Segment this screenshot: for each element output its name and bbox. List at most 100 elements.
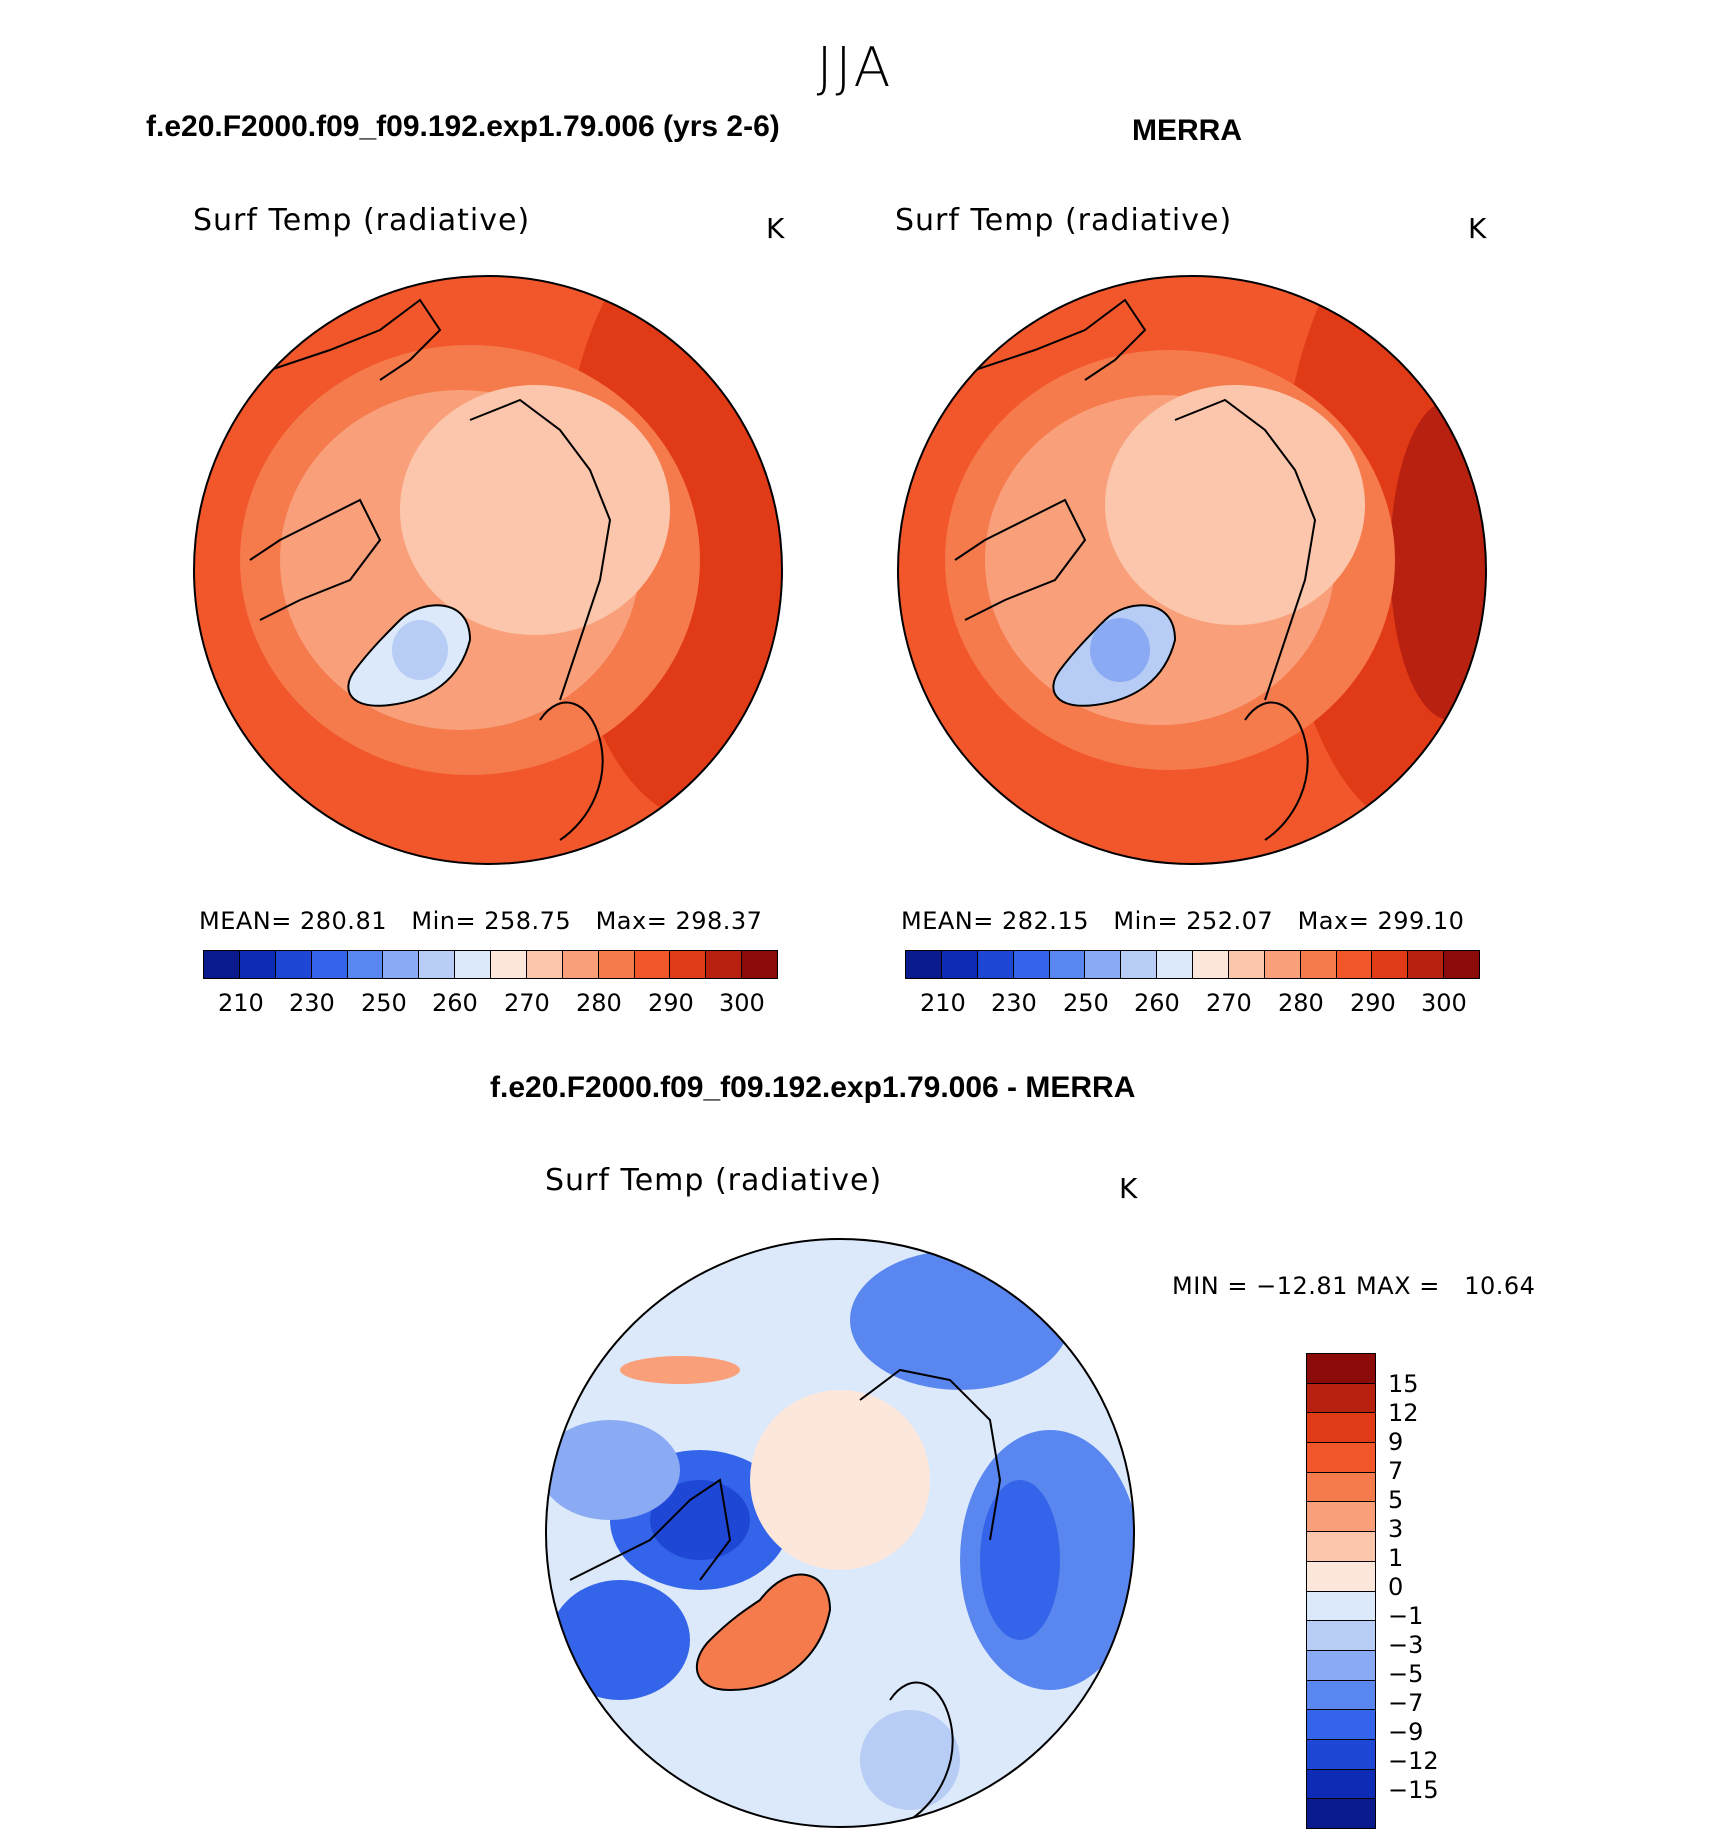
colorbar-swatch bbox=[455, 951, 491, 978]
colorbar-swatch bbox=[347, 951, 384, 978]
model-variable-label: Surf Temp (radiative) bbox=[193, 203, 531, 238]
model-colorbar-ticks: 210 230 250 260 270 280 290 300 bbox=[0, 989, 1710, 1019]
colorbar-label: −15 bbox=[1388, 1776, 1439, 1804]
tick-label: 280 bbox=[576, 989, 622, 1017]
tick-label: 260 bbox=[1134, 989, 1180, 1017]
colorbar-label: −3 bbox=[1388, 1631, 1424, 1659]
map-coastline-eurasia bbox=[229, 298, 442, 391]
tick-label: 260 bbox=[432, 989, 478, 1017]
colorbar-swatch bbox=[1157, 951, 1193, 978]
colorbar-swatch bbox=[1307, 1472, 1375, 1503]
map-coastline-north bbox=[469, 398, 612, 701]
map-region-siberia bbox=[850, 1250, 1070, 1390]
colorbar-label: 7 bbox=[1388, 1457, 1404, 1485]
map-coastline-america bbox=[249, 498, 382, 621]
colorbar-swatch bbox=[598, 951, 635, 978]
obs-colorbar bbox=[905, 950, 1480, 979]
colorbar-label: −12 bbox=[1388, 1747, 1439, 1775]
colorbar-label: −9 bbox=[1388, 1718, 1424, 1746]
diff-colorbar bbox=[1306, 1353, 1376, 1829]
map-boundary bbox=[897, 275, 1487, 865]
tick-label: 290 bbox=[648, 989, 694, 1017]
colorbar-swatch bbox=[1307, 1710, 1375, 1740]
tick-label: 270 bbox=[504, 989, 550, 1017]
diff-case-title: f.e20.F2000.f09_f09.192.exp1.79.006 - ME… bbox=[490, 1071, 1136, 1104]
colorbar-swatch bbox=[1307, 1561, 1375, 1592]
map-coastline-america bbox=[569, 1478, 732, 1581]
colorbar-label: −1 bbox=[1388, 1602, 1424, 1630]
tick-label: 250 bbox=[1063, 989, 1109, 1017]
model-units-label: K bbox=[766, 212, 785, 245]
diff-units-label: K bbox=[1119, 1172, 1138, 1205]
colorbar-swatch bbox=[706, 951, 743, 978]
obs-case-title: MERRA bbox=[1132, 114, 1242, 147]
tick-label: 280 bbox=[1278, 989, 1324, 1017]
tick-label: 210 bbox=[920, 989, 966, 1017]
map-coastline-eurasia bbox=[934, 298, 1147, 391]
model-colorbar bbox=[203, 950, 778, 979]
colorbar-swatch bbox=[419, 951, 456, 978]
map-scandinavia bbox=[889, 1681, 954, 1821]
colorbar-swatch bbox=[634, 951, 671, 978]
colorbar-swatch bbox=[941, 951, 978, 978]
tick-label: 290 bbox=[1350, 989, 1396, 1017]
map-region-west bbox=[546, 1420, 680, 1520]
colorbar-swatch bbox=[1121, 951, 1158, 978]
colorbar-swatch bbox=[1228, 951, 1265, 978]
map-region-canada bbox=[550, 1580, 690, 1700]
colorbar-swatch bbox=[1307, 1621, 1375, 1651]
colorbar-swatch bbox=[1307, 1413, 1375, 1444]
colorbar-swatch bbox=[1049, 951, 1086, 978]
colorbar-swatch bbox=[1336, 951, 1373, 978]
colorbar-swatch bbox=[1307, 1650, 1375, 1681]
map-band-polar bbox=[400, 385, 670, 635]
colorbar-swatch bbox=[1307, 1502, 1375, 1533]
colorbar-swatch bbox=[239, 951, 276, 978]
colorbar-swatch bbox=[1307, 1532, 1375, 1562]
map-boundary bbox=[193, 275, 783, 865]
diff-range-text: MIN = −12.81 MAX = 10.64 bbox=[1172, 1272, 1536, 1300]
tick-label: 300 bbox=[1421, 989, 1467, 1017]
diff-variable-label: Surf Temp (radiative) bbox=[545, 1163, 883, 1198]
colorbar-swatch bbox=[1307, 1739, 1375, 1770]
map-scandinavia bbox=[1244, 701, 1309, 841]
colorbar-label: 15 bbox=[1388, 1370, 1419, 1398]
map-scandinavia bbox=[539, 701, 604, 841]
model-stats-line: MEAN= 280.81 Min= 258.75 Max= 298.37 bbox=[199, 907, 763, 935]
colorbar-swatch bbox=[1307, 1443, 1375, 1473]
colorbar-swatch bbox=[977, 951, 1014, 978]
map-region-siberia-warm bbox=[620, 1356, 740, 1384]
obs-variable-label: Surf Temp (radiative) bbox=[895, 203, 1233, 238]
colorbar-swatch bbox=[670, 951, 707, 978]
colorbar-swatch bbox=[562, 951, 599, 978]
map-region-scandinavia bbox=[860, 1710, 960, 1810]
map-region-archipelago-core bbox=[650, 1480, 750, 1560]
map-band-polar bbox=[1105, 385, 1365, 625]
colorbar-swatch bbox=[742, 951, 777, 978]
colorbar-swatch bbox=[1307, 1799, 1375, 1828]
season-title: JJA bbox=[816, 36, 894, 99]
tick-label: 230 bbox=[289, 989, 335, 1017]
map-greenland-warm bbox=[695, 1573, 832, 1692]
colorbar-label: 0 bbox=[1388, 1573, 1404, 1601]
map-coastline-north bbox=[1174, 398, 1317, 701]
colorbar-label: 3 bbox=[1388, 1515, 1404, 1543]
colorbar-swatch bbox=[1307, 1769, 1375, 1800]
map-region-polar-cap bbox=[750, 1390, 930, 1570]
colorbar-swatch bbox=[1307, 1591, 1375, 1622]
colorbar-label: 1 bbox=[1388, 1544, 1404, 1572]
tick-label: 270 bbox=[1206, 989, 1252, 1017]
colorbar-label: −7 bbox=[1388, 1689, 1424, 1717]
colorbar-swatch bbox=[204, 951, 240, 978]
obs-stats-line: MEAN= 282.15 Min= 252.07 Max= 299.10 bbox=[901, 907, 1465, 935]
map-coastline-america bbox=[954, 498, 1087, 621]
tick-label: 210 bbox=[218, 989, 264, 1017]
obs-units-label: K bbox=[1468, 212, 1487, 245]
colorbar-swatch bbox=[1013, 951, 1050, 978]
colorbar-swatch bbox=[311, 951, 348, 978]
tick-label: 230 bbox=[991, 989, 1037, 1017]
colorbar-swatch bbox=[1307, 1354, 1375, 1384]
map-greenland-core bbox=[392, 620, 448, 680]
